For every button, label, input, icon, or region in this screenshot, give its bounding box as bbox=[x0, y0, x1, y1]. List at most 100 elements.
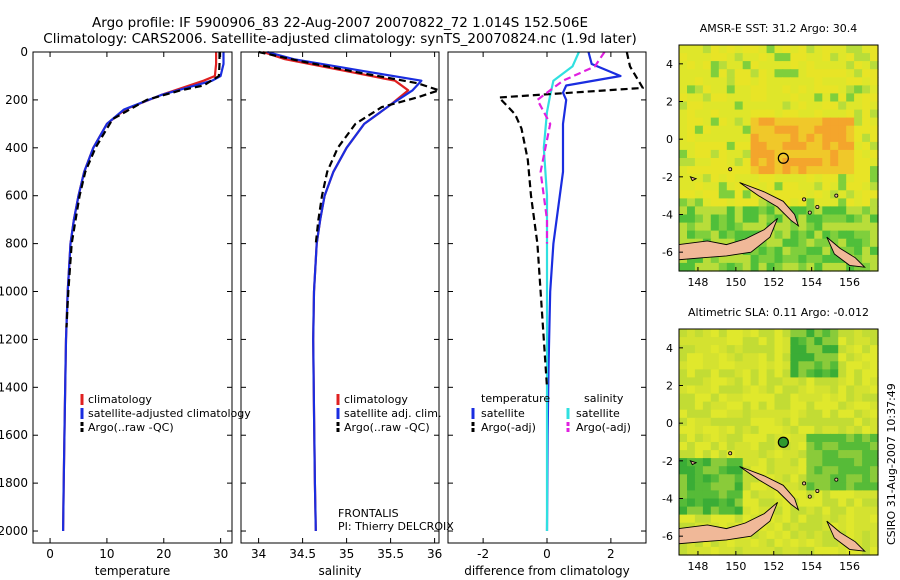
map-cell bbox=[846, 174, 855, 183]
map-cell bbox=[694, 361, 704, 370]
map-cell bbox=[854, 214, 863, 224]
map-cell bbox=[790, 474, 799, 483]
map-cell bbox=[846, 442, 855, 451]
map-cell bbox=[679, 514, 688, 524]
map-cell bbox=[846, 101, 855, 111]
map-cell bbox=[838, 149, 847, 159]
map-cell bbox=[718, 190, 728, 199]
map-cell bbox=[726, 329, 736, 338]
map-cell bbox=[870, 149, 879, 159]
map-cell bbox=[734, 337, 744, 346]
map-cell bbox=[814, 125, 823, 135]
map-cell bbox=[790, 182, 799, 191]
map-cell bbox=[854, 230, 863, 240]
map-cell bbox=[702, 117, 712, 127]
map-cell bbox=[862, 53, 871, 62]
map-cell bbox=[806, 425, 815, 435]
map-cell bbox=[766, 409, 776, 419]
map-cell bbox=[870, 377, 879, 387]
map-cell bbox=[854, 61, 863, 70]
map-frame bbox=[678, 44, 879, 272]
map-cell bbox=[782, 425, 792, 435]
map-cell bbox=[687, 401, 696, 411]
map-cell bbox=[766, 401, 776, 411]
map-cell bbox=[750, 425, 760, 435]
map-cell bbox=[830, 417, 839, 427]
map-cell bbox=[742, 166, 752, 175]
map-cell bbox=[742, 514, 752, 524]
profile-panel-3: -2 0 2 difference from climatology temperatu… bbox=[447, 51, 647, 578]
map-cell bbox=[726, 377, 736, 387]
map-cell bbox=[806, 246, 815, 256]
map-cell bbox=[766, 345, 776, 354]
map-cell bbox=[862, 538, 871, 548]
map-y-tick-label: -6 bbox=[662, 246, 673, 259]
map-cell bbox=[814, 425, 823, 435]
map-cell bbox=[798, 490, 807, 500]
map-cell bbox=[718, 166, 728, 175]
map-cell bbox=[838, 345, 847, 354]
map-cell bbox=[798, 238, 807, 248]
map-cell bbox=[702, 69, 712, 78]
map-cell bbox=[854, 77, 863, 86]
map-cell bbox=[814, 198, 823, 208]
series-line-3-2 bbox=[542, 51, 580, 531]
map-cell bbox=[774, 141, 784, 151]
map-cell bbox=[806, 238, 815, 248]
map-cell bbox=[838, 329, 847, 338]
land-island bbox=[739, 182, 800, 228]
map-cell bbox=[822, 369, 831, 379]
x-tick-label: 2 bbox=[607, 547, 615, 561]
map-cell bbox=[679, 433, 688, 443]
map-cell bbox=[814, 246, 823, 256]
map-cell bbox=[798, 337, 807, 346]
map-cell bbox=[846, 522, 855, 532]
map-cell bbox=[782, 409, 792, 419]
map-cell bbox=[687, 93, 696, 103]
map-cell bbox=[782, 514, 792, 524]
map-cell bbox=[814, 498, 823, 508]
map-cell bbox=[774, 522, 784, 532]
map-cell bbox=[870, 466, 879, 475]
map-cell bbox=[687, 125, 696, 135]
map-cell bbox=[870, 262, 879, 272]
map-cell bbox=[694, 206, 704, 216]
map-cell bbox=[838, 409, 847, 419]
map-cell bbox=[790, 238, 799, 248]
map-cell bbox=[742, 214, 752, 224]
map-cell bbox=[734, 538, 744, 548]
map-cell bbox=[870, 53, 879, 62]
map-cell bbox=[806, 174, 815, 183]
map-cell bbox=[710, 61, 720, 70]
map-cell bbox=[782, 174, 792, 183]
map-cell bbox=[734, 53, 744, 62]
land-island bbox=[826, 520, 866, 552]
map-cell bbox=[742, 45, 752, 54]
map-cell bbox=[782, 506, 792, 516]
map-x-tick-label: 152 bbox=[763, 276, 784, 289]
map-cell bbox=[766, 254, 776, 264]
map-cell bbox=[726, 141, 736, 151]
map-cell bbox=[870, 101, 879, 111]
map-cell bbox=[774, 222, 784, 232]
series-line-2-2 bbox=[267, 50, 423, 532]
map-cell bbox=[766, 53, 776, 62]
map-cell bbox=[702, 482, 712, 492]
map-cell bbox=[846, 466, 855, 475]
map-cell bbox=[822, 166, 831, 175]
map-cell bbox=[734, 69, 744, 78]
map-cell bbox=[822, 230, 831, 240]
map-cell bbox=[758, 77, 768, 86]
map-cell bbox=[702, 538, 712, 548]
map-cell bbox=[838, 514, 847, 524]
legend-label: Argo(..raw -QC) bbox=[344, 421, 430, 434]
map-cell bbox=[846, 530, 855, 540]
map-cell bbox=[774, 377, 784, 387]
map-cell bbox=[694, 417, 704, 427]
map-cell bbox=[702, 174, 712, 183]
map-cell bbox=[846, 85, 855, 95]
map-cell bbox=[679, 77, 688, 86]
map-cell bbox=[726, 425, 736, 435]
map-cell bbox=[838, 433, 847, 443]
map-title: AMSR-E SST: 31.2 Argo: 30.4 bbox=[700, 22, 858, 35]
